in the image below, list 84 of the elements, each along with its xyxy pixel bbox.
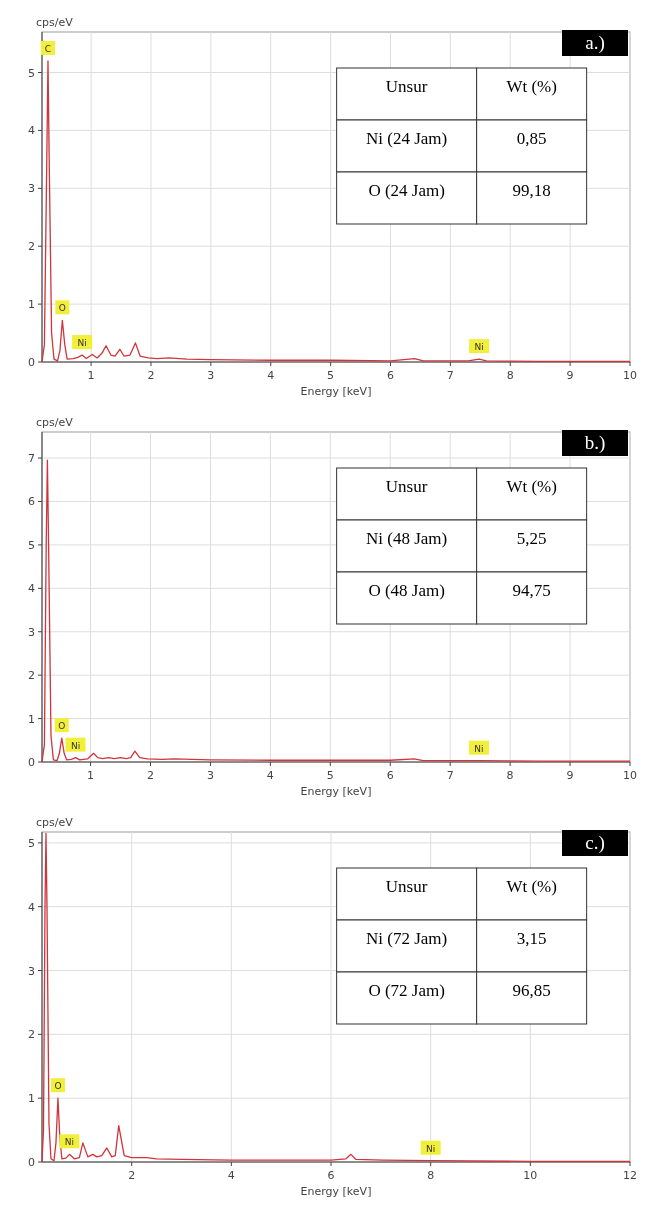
x-tick-label: 12 xyxy=(623,1169,637,1182)
x-tick-label: 9 xyxy=(566,369,574,382)
x-axis-title: Energy [keV] xyxy=(300,785,372,798)
y-axis-title: cps/eV xyxy=(36,816,74,829)
line-series xyxy=(41,832,631,1163)
y-axis-title: cps/eV xyxy=(36,16,74,29)
annotation: Ni xyxy=(64,1137,75,1148)
annotation: 5,25 xyxy=(516,529,547,548)
y-tick-label: 0 xyxy=(28,356,35,369)
annotation: 94,75 xyxy=(512,581,551,600)
annotation: O (48 Jam) xyxy=(368,581,445,600)
x-tick-label: 8 xyxy=(506,769,514,782)
x-tick-label: 4 xyxy=(267,369,275,382)
y-tick-label: 0 xyxy=(28,1156,35,1169)
x-tick-label: 7 xyxy=(446,769,454,782)
annotation: O (24 Jam) xyxy=(368,181,445,200)
annotation: 96,85 xyxy=(512,981,551,1000)
annotation: O xyxy=(58,303,66,314)
annotation: Ni xyxy=(474,743,484,754)
x-tick-label: 5 xyxy=(326,769,334,782)
y-axis-title: cps/eV xyxy=(36,416,74,429)
y-tick-label: 2 xyxy=(28,669,35,683)
annotation: Wt (%) xyxy=(506,477,557,496)
x-tick-label: 4 xyxy=(266,769,274,782)
y-tick-label: 6 xyxy=(28,495,35,509)
y-tick-label: 1 xyxy=(28,298,35,312)
annotation: O xyxy=(54,1081,62,1092)
annotation: O (72 Jam) xyxy=(368,981,445,1000)
annotation: Ni (72 Jam) xyxy=(366,929,448,948)
annotation: O xyxy=(58,721,66,732)
annotation: Ni xyxy=(426,1143,436,1154)
x-tick-label: 6 xyxy=(386,369,394,382)
y-tick-label: 2 xyxy=(28,240,35,254)
annotation: C xyxy=(44,43,52,54)
x-tick-label: 7 xyxy=(446,369,454,382)
x-tick-label: 8 xyxy=(506,369,514,382)
annotation: Unsur xyxy=(385,477,428,496)
annotation: Wt (%) xyxy=(506,877,557,896)
y-tick-label: 4 xyxy=(28,900,35,914)
x-tick-label: 6 xyxy=(386,769,394,782)
x-tick-label: 4 xyxy=(227,1169,235,1182)
y-tick-label: 7 xyxy=(28,452,35,466)
y-tick-label: 1 xyxy=(28,1092,35,1106)
y-tick-label: 3 xyxy=(28,182,35,196)
annotation: 0,85 xyxy=(516,129,547,148)
annotation: Unsur xyxy=(385,77,428,96)
x-tick-label: 1 xyxy=(87,369,95,382)
y-tick-label: 0 xyxy=(28,756,35,769)
x-tick-label: 10 xyxy=(623,769,637,782)
x-tick-label: 3 xyxy=(207,369,215,382)
y-tick-label: 1 xyxy=(28,712,35,726)
y-tick-label: 5 xyxy=(28,836,35,850)
annotation: Wt (%) xyxy=(506,77,557,96)
y-tick-label: 5 xyxy=(28,66,35,80)
chart-title: c.) xyxy=(585,832,605,854)
x-axis-title: Energy [keV] xyxy=(300,385,372,398)
x-tick-label: 3 xyxy=(206,769,214,782)
annotation: Ni (24 Jam) xyxy=(366,129,448,148)
x-tick-label: 1 xyxy=(87,769,95,782)
annotation: Ni (48 Jam) xyxy=(366,529,448,548)
annotation: 99,18 xyxy=(512,181,551,200)
y-tick-label: 4 xyxy=(28,582,35,596)
y-tick-label: 5 xyxy=(28,538,35,552)
x-tick-label: 6 xyxy=(327,1169,335,1182)
x-tick-label: 9 xyxy=(566,769,574,782)
annotation: Unsur xyxy=(385,877,428,896)
annotation: Ni xyxy=(70,740,81,751)
chart-title: a.) xyxy=(585,32,605,54)
y-tick-label: 4 xyxy=(28,124,35,138)
x-tick-label: 5 xyxy=(327,369,335,382)
chart-title: b.) xyxy=(584,432,606,454)
x-tick-label: 8 xyxy=(427,1169,435,1182)
x-tick-label: 10 xyxy=(623,369,637,382)
annotation: Ni xyxy=(474,342,484,353)
x-tick-label: 2 xyxy=(128,1169,136,1182)
annotation: Ni xyxy=(77,338,87,349)
x-tick-label: 10 xyxy=(523,1169,538,1182)
x-tick-label: 2 xyxy=(147,369,155,382)
y-tick-label: 3 xyxy=(28,964,35,978)
x-tick-label: 2 xyxy=(146,769,154,782)
y-tick-label: 3 xyxy=(28,625,35,639)
annotation: 3,15 xyxy=(516,929,547,948)
y-tick-label: 2 xyxy=(28,1028,35,1042)
x-axis-title: Energy [keV] xyxy=(300,1185,372,1198)
